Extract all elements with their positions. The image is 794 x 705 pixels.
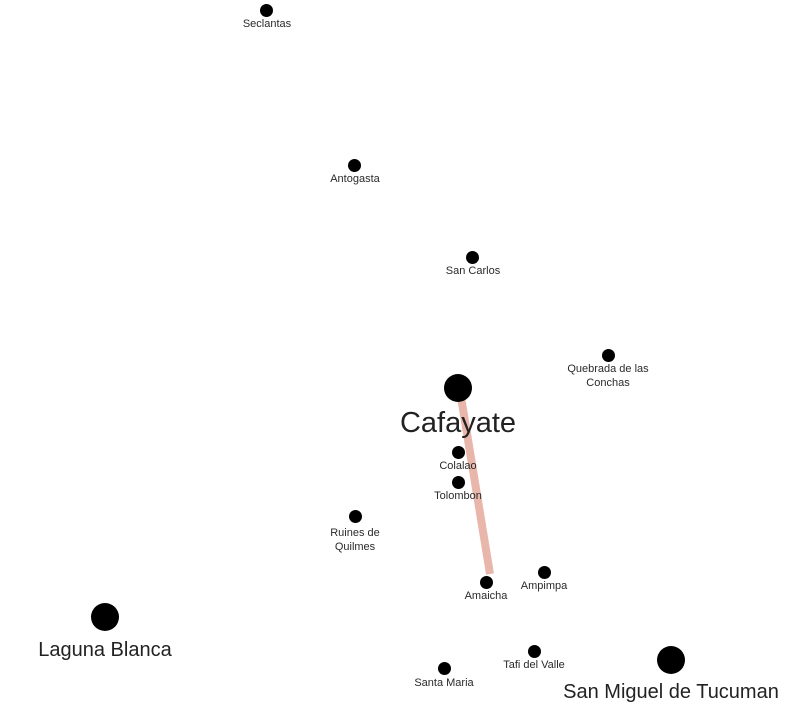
place-label: Tafi del Valle [503, 659, 565, 671]
route-line[interactable] [457, 396, 494, 575]
place-label: San Miguel de Tucuman [563, 681, 779, 703]
place-marker[interactable] [602, 349, 615, 362]
place-label: Santa Maria [414, 677, 474, 689]
place-label: Antogasta [330, 173, 380, 185]
place-marker[interactable] [452, 446, 465, 459]
place-label: Cafayate [399, 407, 517, 439]
place-marker[interactable] [480, 576, 493, 589]
place-marker[interactable] [260, 4, 273, 17]
place-marker[interactable] [349, 510, 362, 523]
place-label: Seclantas [242, 18, 292, 30]
place-label: Amaicha [464, 590, 508, 602]
place-marker[interactable] [538, 566, 551, 579]
place-marker[interactable] [452, 476, 465, 489]
place-label: Ampimpa [520, 580, 568, 592]
place-marker[interactable] [348, 159, 361, 172]
place-label: Ruines de Quilmes [330, 527, 380, 553]
place-label: Tolombon [434, 490, 482, 502]
place-label: San Carlos [445, 265, 501, 277]
place-label: Quebrada de las Conchas [567, 363, 649, 389]
place-marker[interactable] [444, 374, 472, 402]
place-marker[interactable] [438, 662, 451, 675]
place-label: Laguna Blanca [38, 639, 172, 661]
place-marker[interactable] [657, 646, 685, 674]
place-marker[interactable] [466, 251, 479, 264]
place-label: Colalao [439, 460, 477, 472]
place-marker[interactable] [528, 645, 541, 658]
place-marker[interactable] [91, 603, 119, 631]
